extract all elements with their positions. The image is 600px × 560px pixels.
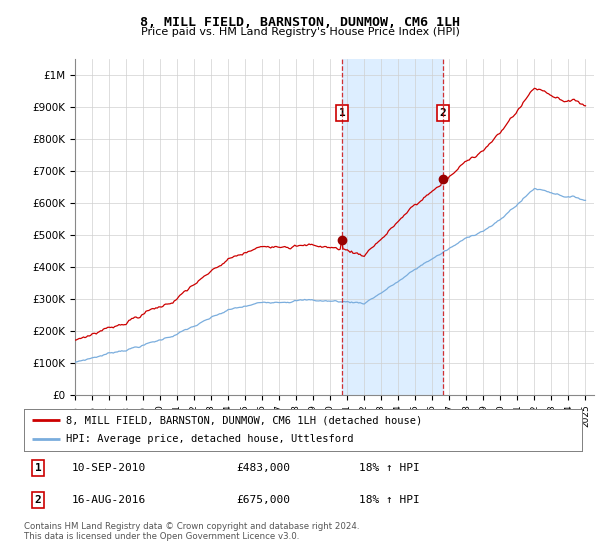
Text: 18% ↑ HPI: 18% ↑ HPI: [359, 463, 419, 473]
Text: 10-SEP-2010: 10-SEP-2010: [71, 463, 146, 473]
Text: £675,000: £675,000: [236, 495, 290, 505]
Text: 8, MILL FIELD, BARNSTON, DUNMOW, CM6 1LH (detached house): 8, MILL FIELD, BARNSTON, DUNMOW, CM6 1LH…: [66, 415, 422, 425]
Text: 16-AUG-2016: 16-AUG-2016: [71, 495, 146, 505]
Text: 8, MILL FIELD, BARNSTON, DUNMOW, CM6 1LH: 8, MILL FIELD, BARNSTON, DUNMOW, CM6 1LH: [140, 16, 460, 29]
Text: 18% ↑ HPI: 18% ↑ HPI: [359, 495, 419, 505]
Text: £483,000: £483,000: [236, 463, 290, 473]
Text: HPI: Average price, detached house, Uttlesford: HPI: Average price, detached house, Uttl…: [66, 435, 353, 445]
Text: 1: 1: [35, 463, 41, 473]
Text: Price paid vs. HM Land Registry's House Price Index (HPI): Price paid vs. HM Land Registry's House …: [140, 27, 460, 37]
Bar: [342, 59, 443, 395]
Text: 2: 2: [440, 108, 446, 118]
Text: 1: 1: [338, 108, 346, 118]
Text: 2: 2: [35, 495, 41, 505]
Text: Contains HM Land Registry data © Crown copyright and database right 2024.
This d: Contains HM Land Registry data © Crown c…: [24, 522, 359, 542]
